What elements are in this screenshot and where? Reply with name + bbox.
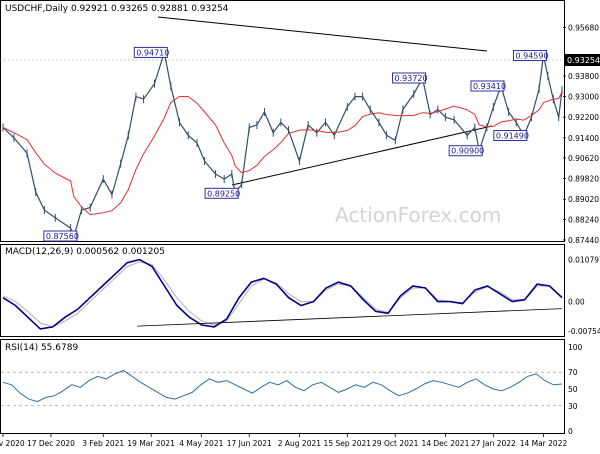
annotation-box [512, 50, 547, 62]
price-header: USDCHF,Daily 0.92921 0.93265 0.92881 0.9… [5, 4, 229, 14]
annotation-box [133, 46, 168, 58]
annotation-box [392, 72, 427, 84]
macd-y-tick-label: 0.010797 [568, 256, 600, 265]
macd-y-tick-label: -0.007548 [568, 327, 600, 336]
macd-group: 0.010797 0.00 -0.007548 [2, 256, 600, 336]
moving-average-group [2, 91, 563, 216]
annotation-label: 0.87560 [46, 232, 79, 241]
x-tick-label: 15 Sep 2021 [324, 439, 372, 448]
annotation-label: 0.90900 [451, 147, 484, 156]
rsi-header: RSI(14) 55.6789 [5, 343, 78, 353]
annotation-box [493, 130, 528, 142]
lower-trendline [231, 125, 493, 186]
x-tick-label: 3 Nov 2020 [0, 439, 25, 448]
price-y-tick-label: 0.89020 [568, 195, 599, 204]
annotation-box [204, 187, 239, 199]
rsi-y-tick-label: 50 [568, 385, 578, 394]
price-y-tick-label: 0.93800 [568, 72, 599, 81]
rsi-y-tick-label: 70 [568, 368, 578, 377]
x-tick-label: 17 Dec 2020 [27, 439, 75, 448]
rsi-panel-frame [0, 339, 565, 434]
annotation-label: 0.93720 [395, 74, 428, 83]
annotation-label: 0.91490 [496, 132, 529, 141]
x-tick-label: 19 Mar 2021 [127, 439, 175, 448]
macd-header: MACD(12,26,9) 0.000562 0.001205 [5, 247, 165, 257]
annotation-box [470, 80, 505, 92]
rsi-y-tick-label: 0 [568, 427, 573, 436]
annotation-label: 0.89250 [207, 189, 240, 198]
x-tick-label: 2 Aug 2021 [278, 439, 321, 448]
rsi-y-tick-label: 100 [568, 343, 583, 352]
rsi-group: 100 70 50 30 0 [1, 343, 583, 436]
price-y-tick-label: 0.88240 [568, 215, 599, 224]
annotation-group: 0.87560 0.94710 0.89250 0.93720 0.93410 0.909… [43, 46, 549, 242]
x-tick-label: 14 Mar 2022 [520, 439, 568, 448]
price-y-tick-label: 0.89820 [568, 175, 599, 184]
x-tick-label: 14 Dec 2021 [421, 439, 469, 448]
rsi-line [2, 369, 563, 403]
last-price-label: 0.93254 [567, 56, 600, 65]
x-tick-label: 27 Jan 2022 [471, 439, 516, 448]
watermark: ActionForex.com [335, 203, 501, 227]
price-y-tick-label: 0.91400 [568, 134, 599, 143]
rsi-y-tick-label: 30 [568, 402, 578, 411]
price-y-tick-label: 0.95680 [568, 23, 599, 32]
annotation-box [448, 145, 483, 157]
y-axis-ticks: 0.95680 0.93800 0.93000 0.92200 0.91400 0.906… [563, 23, 599, 245]
price-y-tick-label: 0.93000 [568, 93, 599, 102]
macd-trendline [137, 308, 563, 327]
price-y-tick-label: 0.90620 [568, 154, 599, 163]
annotation-label: 0.94590 [515, 52, 548, 61]
x-tick-label: 3 Feb 2021 [82, 439, 124, 448]
price-y-tick-label: 0.87440 [568, 236, 599, 245]
macd-y-tick-label: 0.00 [568, 298, 585, 307]
upper-trendline [157, 16, 488, 52]
annotation-box [43, 230, 78, 242]
price-y-tick-label: 0.92200 [568, 113, 599, 122]
x-tick-label: 29 Oct 2021 [372, 439, 419, 448]
macd-line [2, 258, 563, 330]
annotation-label: 0.94710 [136, 48, 169, 57]
x-tick-label: 17 Jun 2021 [227, 439, 272, 448]
moving-average-line [2, 91, 563, 216]
annotation-label: 0.93410 [473, 82, 506, 91]
price-panel-frame [0, 0, 565, 242]
x-tick-label: 4 May 2021 [179, 439, 223, 448]
last-price-box [565, 54, 600, 66]
